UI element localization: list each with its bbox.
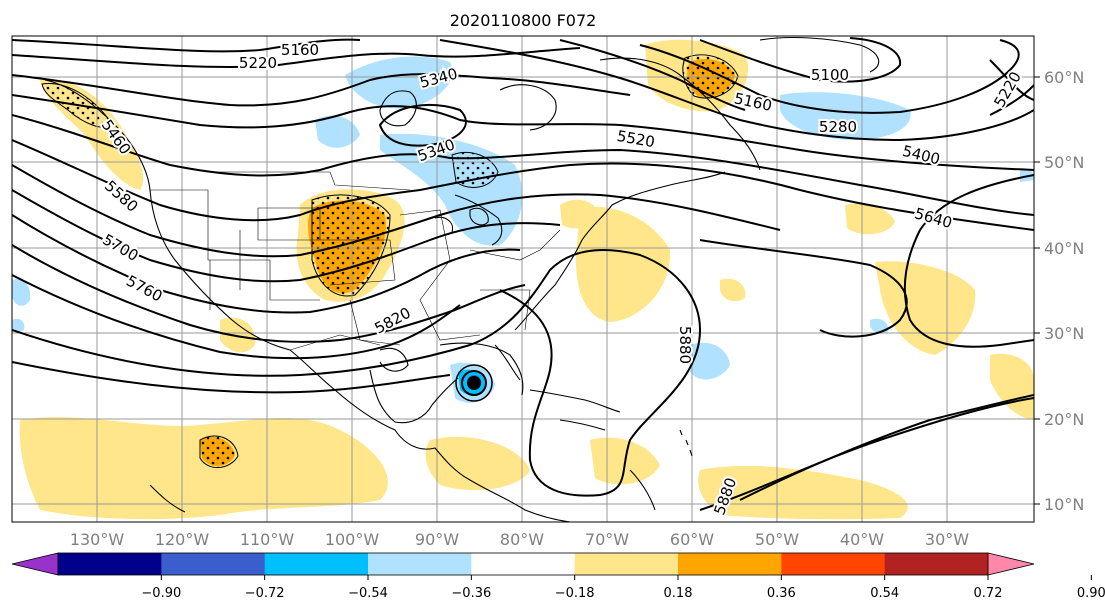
- colorbar-tick-label: 0.36: [767, 586, 796, 601]
- anomaly-blob: [12, 278, 31, 306]
- anomaly-blob: [690, 342, 730, 380]
- contour-line: [739, 394, 1034, 501]
- lon-label: 40°W: [840, 530, 884, 549]
- colorbar-segment: [161, 553, 266, 575]
- contour-line: [12, 274, 461, 360]
- contour-label: 5280: [819, 118, 857, 136]
- anomaly-blob: [698, 465, 908, 520]
- lon-label: 110°W: [240, 530, 295, 549]
- map-title: 2020110800 F072: [450, 11, 597, 30]
- contour-line: [378, 104, 467, 147]
- contour-line: [12, 249, 702, 497]
- contour-line: [12, 73, 631, 107]
- lat-label: 20°N: [1044, 410, 1084, 429]
- contour-label: 5160: [281, 41, 319, 59]
- anomaly-blob: [780, 92, 911, 140]
- colorbar-segment: [471, 553, 576, 575]
- contour-line: [12, 38, 361, 53]
- colorbar-tick-label: 0.90: [1077, 586, 1105, 601]
- colorbar-tick-label: 0.54: [870, 586, 899, 601]
- contour-line: [12, 47, 581, 69]
- colorbar-extend-left: [11, 552, 59, 576]
- contour-line: [12, 214, 521, 314]
- colorbar-extend-right: [987, 552, 1035, 576]
- significance-stippling: [41, 54, 739, 468]
- contour-line: [12, 189, 561, 283]
- lat-label: 40°N: [1044, 239, 1084, 258]
- lat-label: 60°N: [1044, 68, 1084, 87]
- lon-label: 70°W: [585, 530, 629, 549]
- lon-label: 50°W: [755, 530, 799, 549]
- contour-label: 5100: [811, 66, 849, 84]
- colorbar-segment: [264, 553, 369, 575]
- colorbar-tick-label: −0.90: [141, 586, 181, 601]
- colorbar-tick-label: −0.36: [451, 586, 491, 601]
- anomaly-blob: [345, 56, 453, 109]
- colorbar-tick-label: 0.18: [664, 586, 693, 601]
- colorbar-tick-label: −0.54: [348, 586, 388, 601]
- lon-label: 30°W: [925, 530, 969, 549]
- colorbar-tick-label: −0.18: [555, 586, 595, 601]
- map-panel: [12, 36, 1034, 522]
- map-frame: [11, 35, 1035, 523]
- anomaly-blob: [19, 417, 388, 520]
- contour-line: [699, 397, 1034, 511]
- lon-label: 80°W: [500, 530, 544, 549]
- graticule: [12, 36, 1034, 522]
- contour-line: [12, 114, 1034, 216]
- anomaly-blob: [12, 318, 25, 332]
- colorbar-segment: [781, 553, 886, 575]
- contour-line: [12, 94, 1034, 171]
- contour-line: [12, 361, 451, 394]
- colorbar-outline: [57, 552, 989, 576]
- lon-label: 90°W: [415, 530, 459, 549]
- lon-label: 130°W: [70, 530, 125, 549]
- longitude-labels: 130°W 120°W 110°W 100°W 90°W 80°W 70°W 6…: [70, 530, 969, 549]
- anomaly-blob: [560, 199, 600, 229]
- contour-line: [989, 84, 1034, 116]
- lon-label: 120°W: [155, 530, 210, 549]
- anomaly-blob: [575, 206, 671, 322]
- lat-label: 30°N: [1044, 324, 1084, 343]
- contour-line: [639, 39, 1020, 114]
- contour-label: 5880: [676, 326, 694, 364]
- contour-label: 5220: [239, 54, 277, 72]
- political-borders: [150, 171, 561, 351]
- lon-label: 100°W: [325, 530, 380, 549]
- anomaly-blob: [845, 203, 895, 235]
- contour-line: [559, 39, 746, 111]
- lat-label: 10°N: [1044, 495, 1084, 514]
- height-contours: [12, 37, 1034, 511]
- contour-line: [439, 39, 1034, 142]
- anomaly-blob: [220, 317, 256, 353]
- anomaly-blob: [990, 353, 1034, 420]
- anomaly-blob: [315, 115, 360, 148]
- colorbar-segment: [368, 553, 472, 575]
- coastlines: [44, 36, 880, 522]
- contour-line: [12, 139, 1034, 231]
- colorbar-segment: [58, 553, 162, 575]
- contour-line: [989, 59, 1034, 101]
- contour-line: [903, 174, 1034, 348]
- colorbar-tick-label: −0.72: [245, 586, 285, 601]
- lat-label: 50°N: [1044, 153, 1084, 172]
- colorbar-tick-label: 0.72: [974, 586, 1003, 601]
- latitude-labels: 60°N 50°N 40°N 30°N 20°N 10°N: [1034, 68, 1084, 514]
- colorbar: −0.90 −0.72 −0.54 −0.36 −0.18 0.18 0.36 0.54 0.7…: [11, 552, 1105, 601]
- storm-center: [455, 364, 493, 402]
- contour-line: [699, 239, 908, 338]
- anomaly-blob: [425, 436, 530, 490]
- colorbar-segment: [678, 553, 782, 575]
- lon-label: 60°W: [670, 530, 714, 549]
- contour-line: [12, 244, 526, 343]
- contour-line: [699, 37, 902, 83]
- contour-line: [12, 164, 781, 258]
- anomaly-blob: [720, 278, 746, 302]
- colorbar-segment: [884, 553, 989, 575]
- colorbar-segment: [574, 553, 679, 575]
